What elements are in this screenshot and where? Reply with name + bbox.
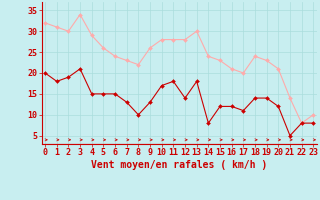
X-axis label: Vent moyen/en rafales ( km/h ): Vent moyen/en rafales ( km/h ) xyxy=(91,160,267,170)
